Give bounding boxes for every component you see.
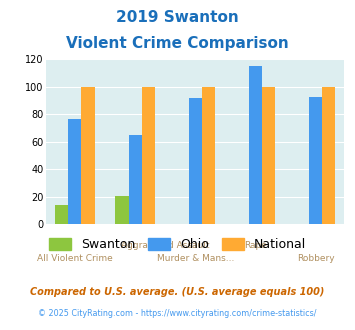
Text: © 2025 CityRating.com - https://www.cityrating.com/crime-statistics/: © 2025 CityRating.com - https://www.city… bbox=[38, 309, 317, 317]
Bar bbox=[202, 87, 215, 224]
Text: Aggravated Assault: Aggravated Assault bbox=[121, 241, 209, 250]
Bar bbox=[189, 98, 202, 224]
Text: 2019 Swanton: 2019 Swanton bbox=[116, 10, 239, 25]
Bar bbox=[69, 118, 81, 224]
Text: All Violent Crime: All Violent Crime bbox=[37, 254, 113, 263]
Legend: Swanton, Ohio, National: Swanton, Ohio, National bbox=[49, 238, 306, 251]
Bar bbox=[249, 66, 262, 224]
Text: Violent Crime Comparison: Violent Crime Comparison bbox=[66, 36, 289, 51]
Bar bbox=[322, 87, 335, 224]
Text: Robbery: Robbery bbox=[297, 254, 334, 263]
Bar bbox=[129, 135, 142, 224]
Bar bbox=[115, 195, 129, 224]
Bar bbox=[81, 87, 94, 224]
Text: Compared to U.S. average. (U.S. average equals 100): Compared to U.S. average. (U.S. average … bbox=[30, 287, 325, 297]
Text: Murder & Mans...: Murder & Mans... bbox=[157, 254, 234, 263]
Bar bbox=[309, 97, 322, 224]
Bar bbox=[262, 87, 275, 224]
Bar bbox=[55, 205, 69, 224]
Text: Rape: Rape bbox=[244, 241, 267, 250]
Bar bbox=[142, 87, 155, 224]
